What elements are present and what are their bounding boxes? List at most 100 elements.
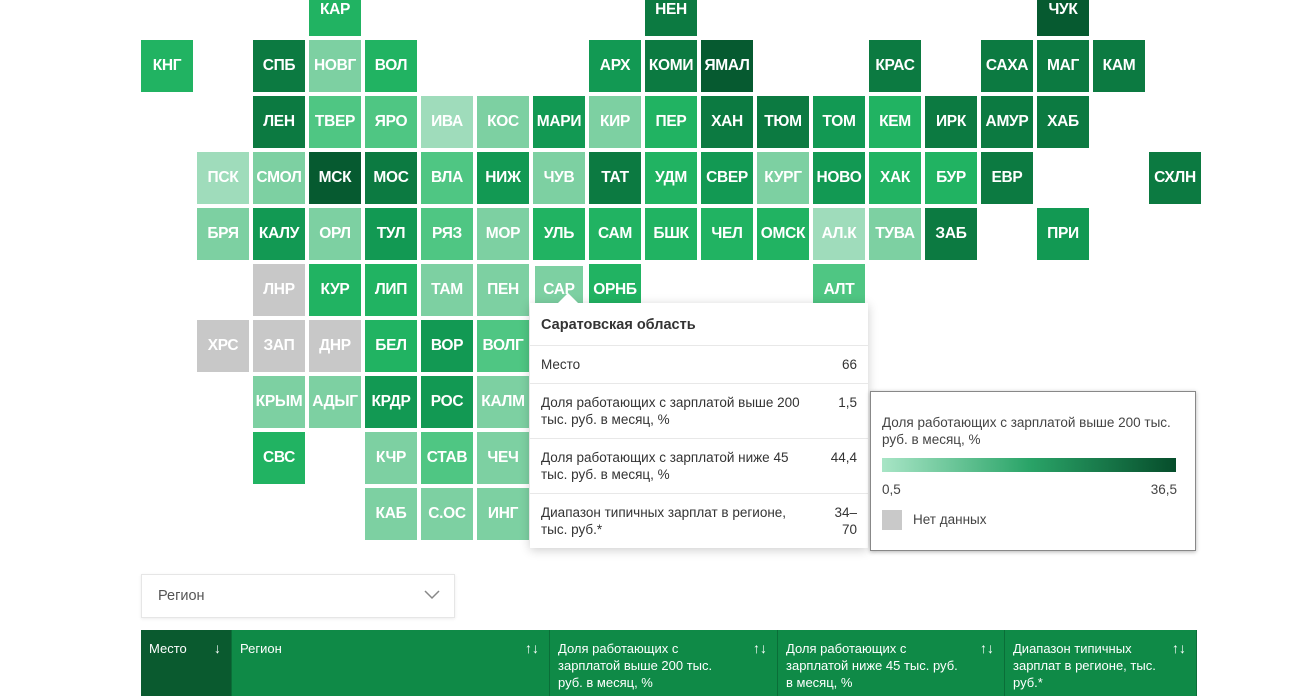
column-label: Диапазон типичных зарплат в регионе, тыс…	[1013, 641, 1156, 690]
region-tile[interactable]: ИНГ	[477, 488, 529, 540]
region-tile[interactable]: БРЯ	[197, 208, 249, 260]
region-tile[interactable]: ДНР	[309, 320, 361, 372]
region-tile[interactable]: МСК	[309, 152, 361, 204]
region-tile[interactable]: ТУЛ	[365, 208, 417, 260]
region-tile[interactable]: ЯРО	[365, 96, 417, 148]
region-tile[interactable]: АДЫГ	[309, 376, 361, 428]
sort-icon[interactable]: ↑↓	[1172, 640, 1186, 656]
tooltip-value: 1,5	[838, 395, 857, 410]
region-tile[interactable]: ИРК	[925, 96, 977, 148]
region-tile[interactable]: ЧЕЧ	[477, 432, 529, 484]
region-tile[interactable]: ЯМАЛ	[701, 40, 753, 92]
region-tile[interactable]: ТУВА	[869, 208, 921, 260]
region-tile[interactable]: АРХ	[589, 40, 641, 92]
region-tile[interactable]: КЕМ	[869, 96, 921, 148]
region-tile[interactable]: ЧУК	[1037, 0, 1089, 36]
region-tile[interactable]: КАР	[309, 0, 361, 36]
sort-icon[interactable]: ↑↓	[980, 640, 994, 656]
region-tile[interactable]: ВОР	[421, 320, 473, 372]
region-tile[interactable]: КИР	[589, 96, 641, 148]
region-tile[interactable]: ТАТ	[589, 152, 641, 204]
region-tile[interactable]: КНГ	[141, 40, 193, 92]
region-tile[interactable]: УДМ	[645, 152, 697, 204]
region-tile[interactable]: БУР	[925, 152, 977, 204]
region-tile[interactable]: КАБ	[365, 488, 417, 540]
region-tile[interactable]: АЛ.К	[813, 208, 865, 260]
region-tile[interactable]: ТАМ	[421, 264, 473, 316]
region-tile[interactable]: КОМИ	[645, 40, 697, 92]
sort-icon[interactable]: ↑↓	[753, 640, 767, 656]
region-select[interactable]: Регион	[141, 574, 455, 618]
region-tile[interactable]: ЛНР	[253, 264, 305, 316]
region-tile[interactable]: СТАВ	[421, 432, 473, 484]
region-tile[interactable]: ПЕН	[477, 264, 529, 316]
region-tile[interactable]: КУР	[309, 264, 361, 316]
region-tile[interactable]: МАГ	[1037, 40, 1089, 92]
region-tile[interactable]: ПРИ	[1037, 208, 1089, 260]
region-tile[interactable]: КОС	[477, 96, 529, 148]
region-tile[interactable]: НИЖ	[477, 152, 529, 204]
region-tile[interactable]: ТВЕР	[309, 96, 361, 148]
region-tile[interactable]: КУРГ	[757, 152, 809, 204]
region-tile[interactable]: ВОЛ	[365, 40, 417, 92]
region-tile[interactable]: СВЕР	[701, 152, 753, 204]
region-tile[interactable]: БШК	[645, 208, 697, 260]
region-tile[interactable]: КРДР	[365, 376, 417, 428]
column-header[interactable]: Регион ↑↓	[232, 630, 550, 696]
region-tile[interactable]: ТЮМ	[757, 96, 809, 148]
region-tile[interactable]: АМУР	[981, 96, 1033, 148]
region-tile[interactable]: КАЛУ	[253, 208, 305, 260]
legend-gradient	[882, 458, 1176, 472]
sort-icon[interactable]: ↓	[214, 640, 221, 656]
region-tile[interactable]: МОС	[365, 152, 417, 204]
region-tile[interactable]: ОМСК	[757, 208, 809, 260]
region-tile[interactable]: ЗАП	[253, 320, 305, 372]
region-tile[interactable]: РЯЗ	[421, 208, 473, 260]
region-tile[interactable]: САХА	[981, 40, 1033, 92]
region-tile[interactable]: НОВГ	[309, 40, 361, 92]
column-header[interactable]: Доля работающих с зарплатой выше 200 тыс…	[550, 630, 778, 696]
tooltip-row: Место 66	[530, 345, 868, 383]
region-tile[interactable]: КАМ	[1093, 40, 1145, 92]
region-tile[interactable]: НОВО	[813, 152, 865, 204]
region-tile[interactable]: МАРИ	[533, 96, 585, 148]
region-tile[interactable]: КАЛМ	[477, 376, 529, 428]
column-header[interactable]: Диапазон типичных зарплат в регионе, тыс…	[1005, 630, 1197, 696]
region-tile[interactable]: ХАБ	[1037, 96, 1089, 148]
column-header[interactable]: Доля работающих с зарплатой ниже 45 тыс.…	[778, 630, 1005, 696]
region-tile[interactable]: С.ОС	[421, 488, 473, 540]
region-tile[interactable]: ХАН	[701, 96, 753, 148]
region-tile[interactable]: КРЫМ	[253, 376, 305, 428]
region-tile[interactable]: ВЛА	[421, 152, 473, 204]
region-tile[interactable]: КРАС	[869, 40, 921, 92]
region-tile[interactable]: ТОМ	[813, 96, 865, 148]
region-tile[interactable]: ЕВР	[981, 152, 1033, 204]
region-tile[interactable]: РОС	[421, 376, 473, 428]
region-tile[interactable]: ЧЕЛ	[701, 208, 753, 260]
no-data-swatch	[882, 510, 902, 530]
sort-icon[interactable]: ↑↓	[525, 640, 539, 656]
column-header[interactable]: Место ↓	[141, 630, 232, 696]
region-tile[interactable]: ИВА	[421, 96, 473, 148]
region-tile[interactable]: ВОЛГ	[477, 320, 529, 372]
region-tile[interactable]: ХАК	[869, 152, 921, 204]
region-tile[interactable]: МОР	[477, 208, 529, 260]
region-tile[interactable]: ОРЛ	[309, 208, 361, 260]
region-tile[interactable]: ЧУВ	[533, 152, 585, 204]
region-tile[interactable]: ПСК	[197, 152, 249, 204]
region-tile[interactable]: УЛЬ	[533, 208, 585, 260]
region-tile[interactable]: ЗАБ	[925, 208, 977, 260]
region-tile[interactable]: СПБ	[253, 40, 305, 92]
region-tile[interactable]: ХРС	[197, 320, 249, 372]
region-tile[interactable]: КЧР	[365, 432, 417, 484]
region-tile[interactable]: БЕЛ	[365, 320, 417, 372]
tooltip-value: 66	[841, 357, 857, 372]
region-tile[interactable]: СХЛН	[1149, 152, 1201, 204]
region-tile[interactable]: НЕН	[645, 0, 697, 36]
region-tile[interactable]: ЛИП	[365, 264, 417, 316]
region-tile[interactable]: СМОЛ	[253, 152, 305, 204]
region-tile[interactable]: ПЕР	[645, 96, 697, 148]
region-tile[interactable]: ЛЕН	[253, 96, 305, 148]
region-tile[interactable]: САМ	[589, 208, 641, 260]
region-tile[interactable]: СВС	[253, 432, 305, 484]
